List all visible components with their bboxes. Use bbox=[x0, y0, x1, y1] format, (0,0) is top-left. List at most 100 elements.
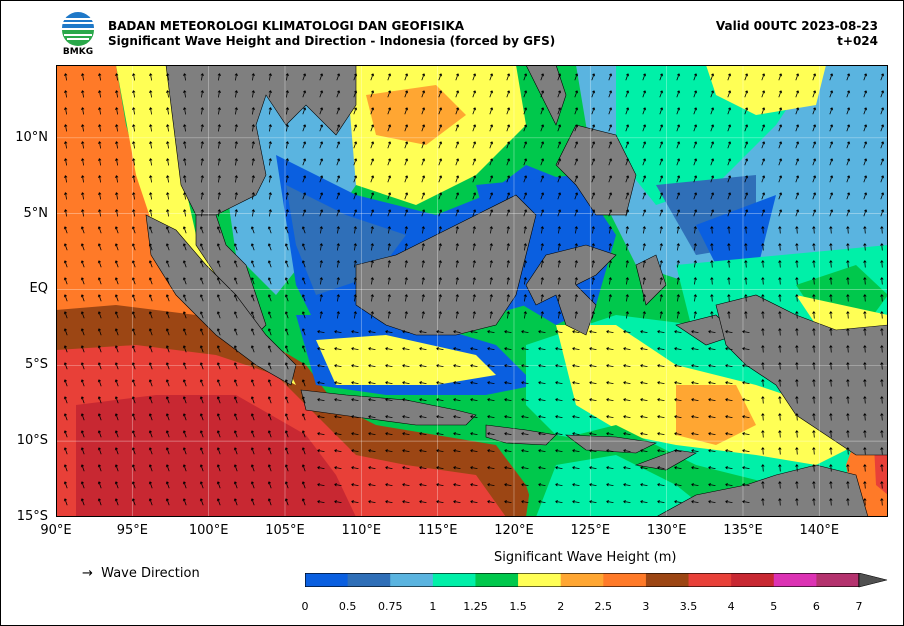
wave-arrow bbox=[625, 73, 630, 81]
wave-arrow bbox=[319, 175, 324, 183]
wave-arrow bbox=[691, 347, 699, 351]
wave-arrow bbox=[115, 158, 119, 166]
wave-arrow bbox=[421, 311, 425, 319]
wave-arrow bbox=[657, 398, 665, 402]
wave-arrow bbox=[659, 124, 664, 132]
wave-arrow bbox=[166, 158, 170, 166]
wave-arrow bbox=[267, 396, 272, 404]
wave-arrow bbox=[540, 260, 544, 268]
wave-arrow bbox=[523, 175, 528, 183]
wave-arrow bbox=[591, 107, 596, 115]
wave-arrow bbox=[234, 209, 238, 217]
wave-arrow bbox=[589, 449, 597, 453]
wave-arrow bbox=[778, 192, 783, 200]
wave-arrow bbox=[284, 379, 289, 387]
wave-arrow bbox=[284, 498, 289, 506]
product-title: Significant Wave Height and Direction - … bbox=[108, 34, 556, 48]
wave-arrow bbox=[863, 328, 867, 336]
wave-arrow bbox=[436, 432, 444, 436]
wave-arrow bbox=[489, 124, 494, 132]
wave-arrow bbox=[642, 73, 647, 81]
wave-arrow bbox=[404, 277, 408, 285]
wave-arrow bbox=[334, 364, 342, 368]
wave-arrow bbox=[795, 464, 799, 472]
wave-arrow bbox=[438, 107, 443, 115]
wave-arrow bbox=[880, 209, 885, 217]
wave-arrow bbox=[334, 432, 342, 436]
wave-arrow bbox=[761, 311, 765, 319]
wave-arrow bbox=[234, 192, 238, 200]
wave-arrow bbox=[421, 141, 426, 149]
wave-arrow bbox=[419, 347, 427, 351]
wave-arrow bbox=[284, 481, 289, 489]
wave-arrow bbox=[149, 209, 153, 217]
wave-arrow bbox=[115, 107, 119, 115]
wave-arrow bbox=[285, 141, 289, 149]
wave-arrow bbox=[727, 243, 731, 251]
wave-arrow bbox=[846, 226, 850, 234]
wave-arrow bbox=[623, 347, 631, 351]
wave-arrow bbox=[149, 141, 153, 149]
wave-arrow bbox=[880, 362, 884, 370]
wave-arrow bbox=[693, 294, 697, 302]
wave-arrow bbox=[182, 260, 187, 268]
wave-arrow bbox=[165, 430, 170, 438]
wave-arrow bbox=[148, 294, 153, 302]
wave-arrow bbox=[540, 226, 544, 234]
wave-arrow bbox=[608, 260, 612, 268]
wave-arrow bbox=[421, 175, 426, 183]
wave-arrow bbox=[555, 330, 563, 334]
wave-arrow bbox=[642, 294, 646, 302]
wave-arrow bbox=[863, 311, 867, 319]
wave-arrow bbox=[368, 364, 376, 368]
wave-arrow bbox=[659, 107, 664, 115]
wave-arrow bbox=[233, 481, 238, 489]
wave-arrow bbox=[812, 413, 816, 421]
wave-arrow bbox=[64, 158, 68, 166]
wave-arrow bbox=[234, 124, 238, 132]
map-border bbox=[56, 65, 888, 517]
wave-arrow bbox=[216, 481, 221, 489]
wave-arrow bbox=[182, 277, 187, 285]
wave-arrow bbox=[317, 398, 325, 402]
wave-arrow bbox=[217, 141, 221, 149]
lon-label: 110°E bbox=[341, 523, 382, 538]
wave-arrow bbox=[336, 107, 341, 115]
colorbar-tick-label: 7 bbox=[855, 600, 863, 613]
wave-arrow bbox=[353, 311, 357, 319]
wave-arrow bbox=[761, 107, 766, 115]
wave-arrow bbox=[557, 124, 562, 132]
wave-arrow bbox=[691, 364, 699, 368]
wave-arrow bbox=[489, 90, 494, 98]
wave-arrow bbox=[63, 277, 68, 285]
colorbar-segment bbox=[347, 573, 391, 587]
wave-arrow bbox=[640, 381, 648, 385]
wave-arrow bbox=[489, 243, 493, 251]
wave-arrow bbox=[436, 364, 444, 368]
wave-arrow bbox=[591, 294, 595, 302]
wave-arrow bbox=[80, 294, 85, 302]
wave-arrow bbox=[233, 413, 238, 421]
wave-arrow bbox=[642, 107, 647, 115]
wave-arrow bbox=[470, 483, 478, 487]
wave-arrow bbox=[574, 209, 579, 217]
lon-label: 140°E bbox=[799, 523, 840, 538]
wave-arrow bbox=[64, 73, 68, 81]
wave-arrow bbox=[387, 90, 392, 98]
colorbar-segment bbox=[475, 573, 519, 587]
wave-arrow bbox=[165, 498, 170, 506]
wave-arrow bbox=[557, 209, 562, 217]
colorbar-tick-label: 0.75 bbox=[377, 600, 403, 613]
wave-arrow bbox=[812, 73, 817, 81]
wave-arrow bbox=[744, 141, 749, 149]
wave-arrow bbox=[795, 243, 799, 251]
wave-arrow bbox=[148, 260, 153, 268]
wave-arrow bbox=[251, 73, 255, 81]
wave-arrow bbox=[182, 294, 187, 302]
lat-label: 15°S bbox=[16, 509, 48, 524]
wave-arrow bbox=[284, 362, 289, 370]
wave-arrow bbox=[199, 345, 204, 353]
wave-arrow bbox=[453, 483, 461, 487]
wave-arrow bbox=[149, 124, 153, 132]
wave-arrow bbox=[115, 124, 119, 132]
